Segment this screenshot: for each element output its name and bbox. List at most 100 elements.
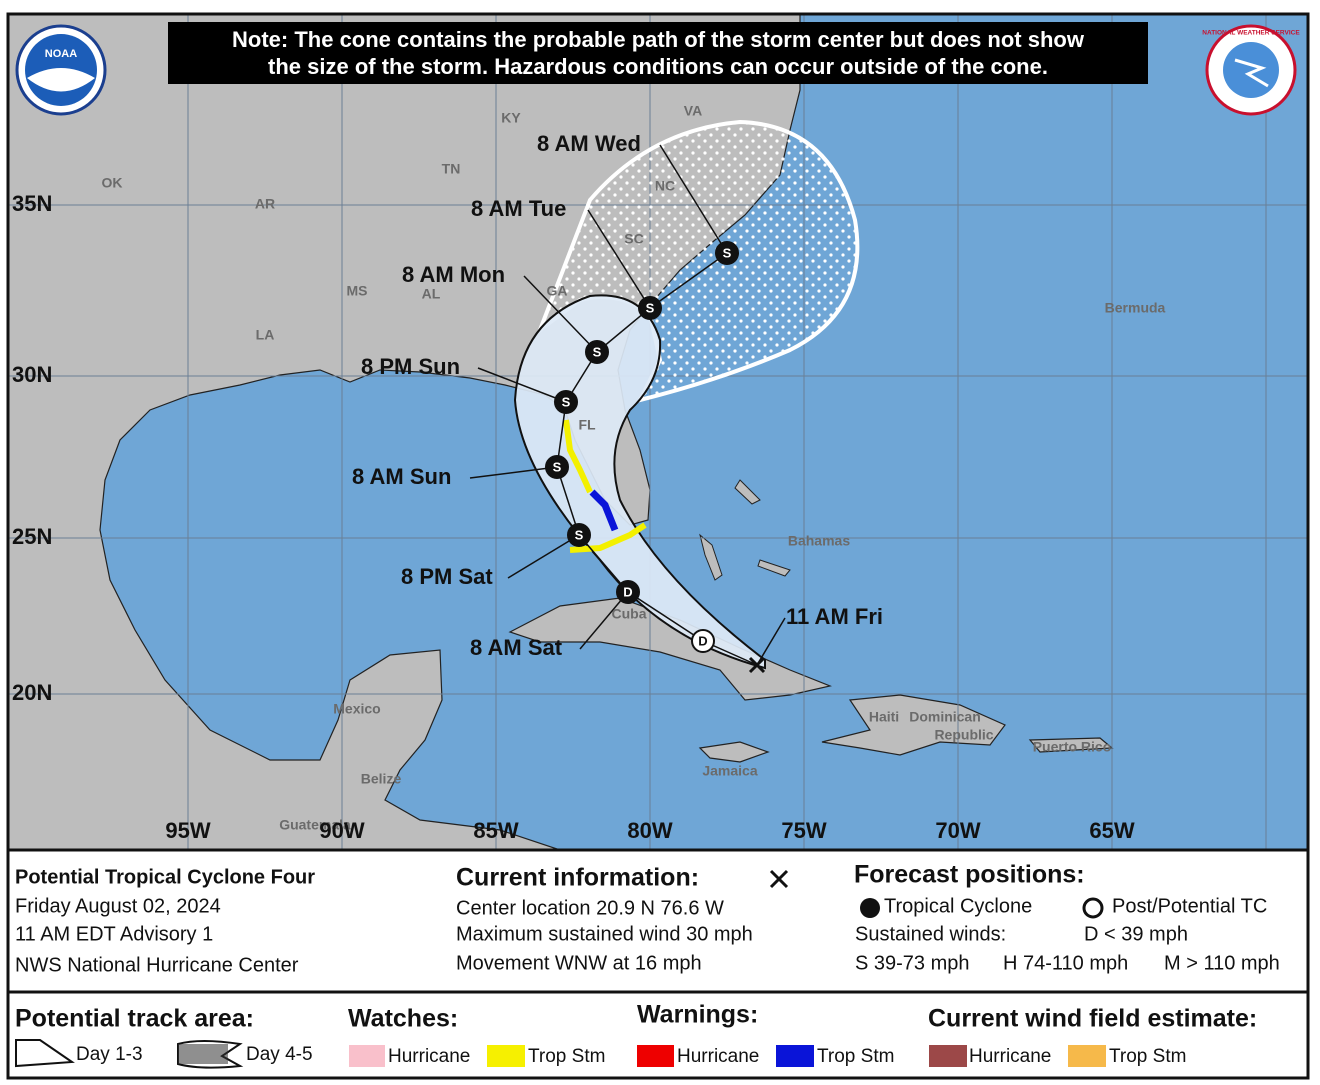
- lon-label: 85W: [473, 818, 518, 843]
- forecast-marker: [545, 455, 569, 479]
- place-label: AL: [422, 286, 441, 302]
- legend-text: Hurricane: [677, 1046, 759, 1067]
- legend-text: Hurricane: [388, 1046, 470, 1067]
- forecast-marker: [585, 340, 609, 364]
- place-label: Haiti: [869, 709, 899, 725]
- wind-class: S 39-73 mph: [855, 952, 970, 974]
- jamaica: [698, 741, 770, 763]
- storm-info: NWS National Hurricane Center: [15, 954, 299, 976]
- place-labels: KY VA OK TN NC AR SC MS AL GA LA FL Bermuda Bahamas Cu…: [102, 103, 1166, 833]
- forecast-label: 8 AM Sat: [470, 635, 563, 660]
- day45-fill: [178, 1044, 228, 1064]
- place-label: Cuba: [612, 606, 647, 622]
- wind-class: M > 110 mph: [1164, 952, 1280, 974]
- lat-label: 20N: [12, 680, 52, 705]
- place-label: Republic: [934, 727, 993, 743]
- storm-info: Friday August 02, 2024: [15, 895, 221, 917]
- ptc-icon: [1082, 897, 1104, 919]
- marker-letter: D: [623, 584, 632, 599]
- forecast-marker: [567, 523, 591, 547]
- lon-label: 80W: [627, 818, 672, 843]
- legend-text: Day 4-5: [246, 1044, 313, 1065]
- forecast-marker: [691, 629, 715, 653]
- marker-letter: S: [553, 459, 562, 474]
- legend-title: Potential track area:: [15, 1005, 254, 1033]
- forecast-label: 8 AM Wed: [537, 131, 641, 156]
- legend-title: Warnings:: [637, 1001, 758, 1029]
- forecast-label: 11 AM Fri: [786, 604, 883, 629]
- panel-frame: [6, 848, 1310, 1080]
- legend-text: Hurricane: [969, 1046, 1051, 1067]
- forecast-label: 8 AM Mon: [402, 262, 505, 287]
- trop-storm-watch: [563, 419, 647, 553]
- place-label: Mexico: [333, 701, 380, 717]
- legend-title: Watches:: [348, 1005, 458, 1033]
- lon-label: 95W: [165, 818, 210, 843]
- legend-text: Day 1-3: [76, 1044, 143, 1065]
- place-label: TN: [442, 161, 461, 177]
- place-label: NC: [655, 178, 675, 194]
- tc-icon: [860, 898, 880, 918]
- swatch: [637, 1045, 674, 1067]
- nws-logo: NATIONAL WEATHER SERVICE: [1202, 24, 1300, 116]
- current-info: Movement WNW at 16 mph: [456, 952, 702, 974]
- forecast-labels: 8 AM Wed 8 AM Tue 8 AM Mon 8 PM Sun 8 AM Sun…: [352, 131, 883, 660]
- wind-class: H 74-110 mph: [1003, 952, 1128, 974]
- forecast-marker: [616, 580, 640, 604]
- place-label: Guatemala: [279, 817, 351, 833]
- forecast-marker: [554, 390, 578, 414]
- map: KY VA OK TN NC AR SC MS AL GA LA FL Bermuda Bahamas Cu…: [8, 14, 1308, 850]
- marker-letter: S: [562, 394, 571, 409]
- swatch: [349, 1045, 385, 1067]
- leaders: [469, 144, 786, 666]
- axis-labels: 35N 30N 25N 20N 95W 90W 85W 80W 75W 70W 65W: [12, 191, 1135, 843]
- forecast-marker: [638, 296, 662, 320]
- storm-name: Potential Tropical Cyclone Four: [15, 866, 315, 888]
- marker-letter: S: [723, 245, 732, 260]
- note-line: the size of the storm. Hazardous conditi…: [268, 54, 1048, 79]
- lon-label: 65W: [1089, 818, 1134, 843]
- place-label: Dominican: [909, 709, 981, 725]
- noaa-logo: NOAA: [15, 24, 107, 116]
- legend-text: Post/Potential TC: [1112, 895, 1267, 917]
- place-label: SC: [624, 231, 643, 247]
- place-label: Puerto Rico: [1033, 739, 1112, 755]
- place-label: MS: [347, 283, 368, 299]
- current-position: [748, 656, 766, 674]
- winds-title: Sustained winds:: [855, 923, 1006, 945]
- lat-label: 25N: [12, 524, 52, 549]
- current-info: Center location 20.9 N 76.6 W: [456, 897, 724, 919]
- place-label: FL: [578, 417, 596, 433]
- forecast-label: 8 PM Sat: [401, 564, 493, 589]
- marker-letter: S: [593, 344, 602, 359]
- place-label: GA: [547, 283, 568, 299]
- swatch: [929, 1045, 967, 1067]
- logo-text: NATIONAL WEATHER SERVICE: [1202, 30, 1300, 37]
- hispaniola: [821, 694, 1006, 756]
- place-label: KY: [501, 110, 521, 126]
- marker-letter: S: [646, 300, 655, 315]
- lat-label: 30N: [12, 362, 52, 387]
- lon-label: 70W: [935, 818, 980, 843]
- place-label: LA: [256, 327, 275, 343]
- current-info: Maximum sustained wind 30 mph: [456, 923, 753, 945]
- current-title: Current information:: [456, 864, 699, 892]
- forecast-marker: [715, 241, 739, 265]
- markers: S S S S S S D D: [545, 241, 739, 653]
- storm-info: 11 AM EDT Advisory 1: [15, 923, 213, 945]
- place-label: Jamaica: [702, 763, 757, 779]
- swatch: [1068, 1045, 1106, 1067]
- place-label: Bahamas: [788, 533, 850, 549]
- place-label: Belize: [361, 771, 402, 787]
- bahamas: [699, 479, 791, 581]
- day13-icon: [15, 1039, 75, 1068]
- legend-text: Trop Stm: [528, 1046, 605, 1067]
- place-label: Bermuda: [1105, 300, 1166, 316]
- marker-letter: S: [575, 527, 584, 542]
- trop-storm-warning: [589, 489, 619, 532]
- lat-label: 35N: [12, 191, 52, 216]
- place-label: VA: [684, 103, 702, 119]
- swatch: [776, 1045, 814, 1067]
- note-line: Note: The cone contains the probable pat…: [232, 27, 1085, 52]
